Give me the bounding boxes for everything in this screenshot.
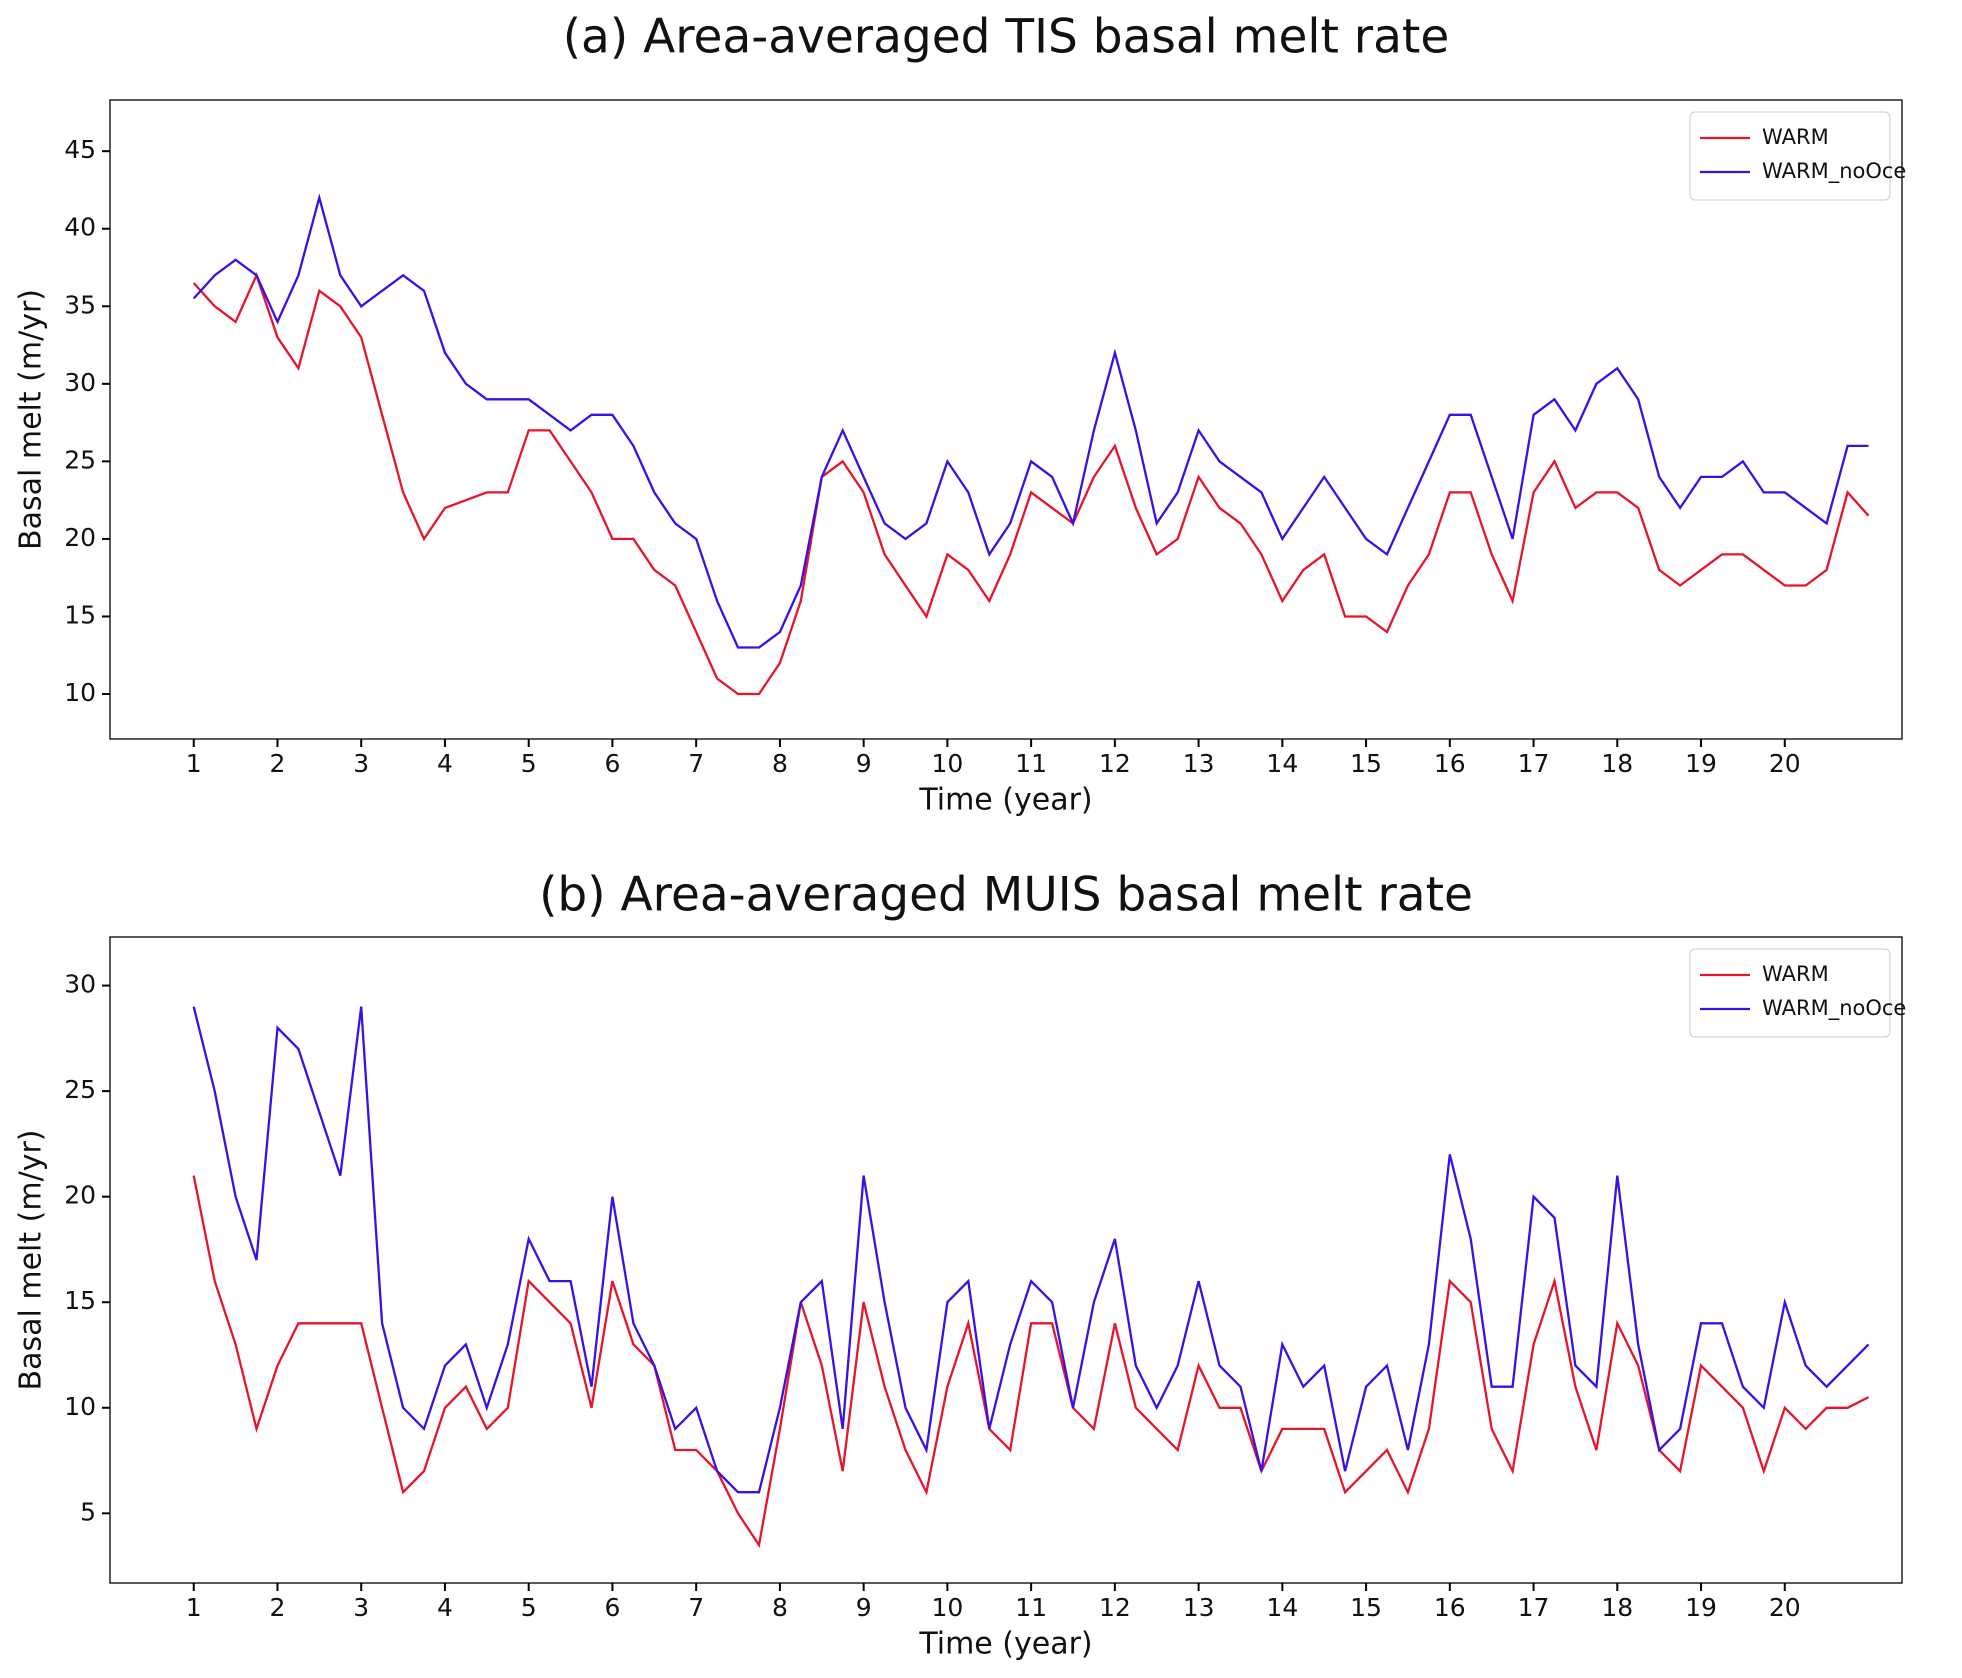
x-tick-label: 4 — [437, 1593, 453, 1622]
x-tick-label: 20 — [1769, 749, 1801, 778]
x-tick-label: 15 — [1350, 1593, 1382, 1622]
x-tick-label: 18 — [1601, 1593, 1633, 1622]
x-tick-label: 9 — [856, 749, 872, 778]
x-tick-label: 8 — [772, 1593, 788, 1622]
legend-label: WARM_noOce — [1762, 159, 1906, 184]
x-tick-label: 13 — [1183, 749, 1215, 778]
plot-frame — [109, 99, 1903, 740]
x-tick-label: 12 — [1099, 749, 1131, 778]
y-tick-label: 25 — [64, 1075, 96, 1104]
legend-label: WARM — [1762, 962, 1829, 986]
x-tick-label: 19 — [1685, 749, 1717, 778]
y-tick-label: 30 — [64, 368, 96, 397]
y-tick-label: 15 — [64, 600, 96, 629]
x-tick-label: 10 — [931, 1593, 963, 1622]
x-tick-label: 11 — [1015, 749, 1047, 778]
x-tick-label: 6 — [604, 1593, 620, 1622]
x-tick-label: 14 — [1266, 1593, 1298, 1622]
x-tick-label: 20 — [1769, 1593, 1801, 1622]
x-tick-label: 19 — [1685, 1593, 1717, 1622]
x-tick-label: 5 — [521, 1593, 537, 1622]
x-tick-label: 10 — [931, 749, 963, 778]
x-tick-label: 5 — [521, 749, 537, 778]
y-tick-label: 5 — [80, 1497, 96, 1526]
y-tick-label: 20 — [64, 1181, 96, 1210]
x-tick-label: 1 — [186, 749, 202, 778]
y-tick-label: 45 — [64, 135, 96, 164]
x-tick-label: 8 — [772, 749, 788, 778]
x-tick-label: 18 — [1601, 749, 1633, 778]
chart-title: (b) Area-averaged MUIS basal melt rate — [539, 868, 1473, 923]
legend-label: WARM_noOce — [1762, 996, 1906, 1021]
x-tick-label: 16 — [1434, 1593, 1466, 1622]
data-line — [192, 1006, 1870, 1494]
y-tick-label: 10 — [64, 1392, 96, 1421]
x-tick-label: 9 — [856, 1593, 872, 1622]
y-tick-label: 15 — [64, 1286, 96, 1315]
x-tick-label: 14 — [1266, 749, 1298, 778]
chart-title: (a) Area-averaged TIS basal melt rate — [563, 10, 1450, 65]
plot-frame — [109, 936, 1903, 1584]
x-axis-label: Time (year) — [918, 783, 1092, 818]
y-tick-label: 20 — [64, 523, 96, 552]
x-tick-label: 16 — [1434, 749, 1466, 778]
legend-label: WARM — [1762, 125, 1829, 149]
x-tick-label: 11 — [1015, 1593, 1047, 1622]
data-line — [192, 193, 1869, 649]
y-axis-label: Basal melt (m/yr) — [14, 1130, 49, 1391]
x-tick-label: 2 — [270, 749, 286, 778]
y-tick-label: 35 — [64, 290, 96, 319]
y-tick-label: 40 — [64, 213, 96, 242]
x-tick-label: 2 — [270, 1593, 286, 1622]
x-tick-label: 6 — [604, 749, 620, 778]
legend-box — [1689, 948, 1891, 1038]
x-tick-label: 7 — [688, 1593, 704, 1622]
legend-box — [1689, 111, 1891, 201]
y-tick-label: 10 — [64, 678, 96, 707]
y-tick-label: 25 — [64, 445, 96, 474]
x-tick-label: 7 — [688, 749, 704, 778]
data-line — [192, 1175, 1870, 1549]
y-tick-label: 30 — [64, 970, 96, 999]
data-line — [192, 272, 1870, 696]
x-tick-label: 1 — [186, 1593, 202, 1622]
x-tick-label: 4 — [437, 749, 453, 778]
x-tick-label: 17 — [1518, 749, 1550, 778]
x-tick-label: 13 — [1183, 1593, 1215, 1622]
x-tick-label: 3 — [353, 1593, 369, 1622]
x-tick-label: 12 — [1099, 1593, 1131, 1622]
x-tick-label: 15 — [1350, 749, 1382, 778]
y-axis-label: Basal melt (m/yr) — [14, 289, 49, 550]
x-tick-label: 17 — [1518, 1593, 1550, 1622]
x-tick-label: 3 — [353, 749, 369, 778]
x-axis-label: Time (year) — [918, 1627, 1092, 1662]
